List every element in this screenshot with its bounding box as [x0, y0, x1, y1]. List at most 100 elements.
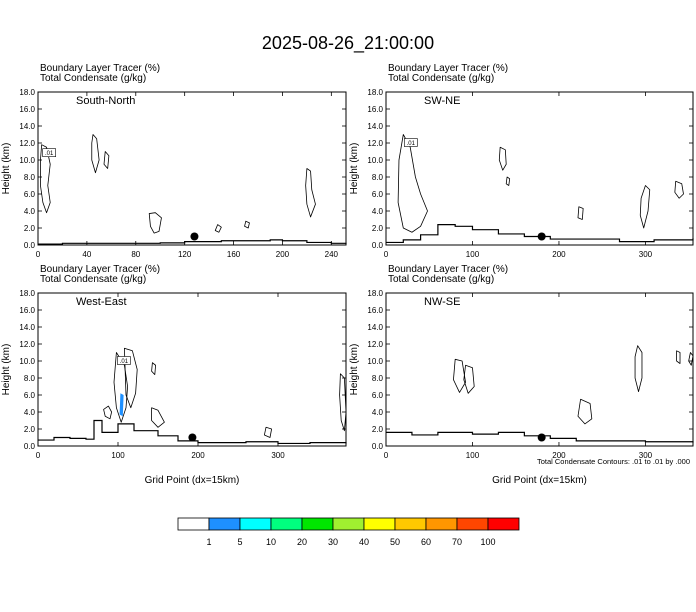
- location-marker: [537, 433, 546, 442]
- condensate-contour: [453, 358, 466, 393]
- colorbar-swatch: [487, 517, 520, 531]
- terrain-line: [38, 419, 347, 445]
- condensate-contour: [339, 373, 347, 432]
- plot-frame: [37, 292, 347, 447]
- y-tick-label: 18.0: [19, 289, 35, 298]
- condensate-contour: [151, 407, 165, 428]
- y-tick-label: 14.0: [367, 122, 383, 131]
- panel-label: NW-SE: [424, 296, 460, 308]
- panel-header-condensate: Total Condensate (g/kg): [388, 73, 494, 84]
- x-tick-label: 200: [191, 451, 205, 460]
- panel-header-condensate: Total Condensate (g/kg): [40, 274, 146, 285]
- colorbar-label: 70: [452, 537, 462, 547]
- y-tick-label: 8.0: [24, 173, 36, 182]
- y-tick-label: 10.0: [367, 156, 383, 165]
- y-tick-label: 14.0: [19, 122, 35, 131]
- colorbar-label: 50: [390, 537, 400, 547]
- y-axis-label: Height (km): [1, 143, 12, 195]
- colorbar-swatch: [332, 517, 365, 531]
- colorbar-label: 10: [266, 537, 276, 547]
- condensate-contour: [91, 134, 100, 174]
- contour-label: .01: [42, 148, 56, 157]
- y-tick-label: 2.0: [372, 425, 384, 434]
- condensate-contour: [639, 185, 651, 229]
- x-tick-label: 0: [36, 451, 41, 460]
- x-tick-label: 300: [271, 451, 285, 460]
- y-tick-label: 12.0: [367, 340, 383, 349]
- y-tick-label: 14.0: [367, 323, 383, 332]
- colorbar-label: 40: [359, 537, 369, 547]
- colorbar-swatch: [270, 517, 303, 531]
- panel-header-tracer: Boundary Layer Tracer (%): [40, 264, 160, 275]
- condensate-contour: [463, 364, 475, 394]
- x-tick-label: 0: [36, 250, 41, 259]
- colorbar-label: 5: [237, 537, 242, 547]
- panel-header-condensate: Total Condensate (g/kg): [40, 73, 146, 84]
- colorbar-swatch: [456, 517, 489, 531]
- colorbar: 1 5 10 20 30 40 50 60 70 100: [177, 517, 520, 547]
- colorbar-swatch: [208, 517, 241, 531]
- y-tick-label: 16.0: [367, 105, 383, 114]
- y-tick-label: 4.0: [372, 408, 384, 417]
- panel-header-tracer: Boundary Layer Tracer (%): [40, 63, 160, 74]
- x-tick-label: 300: [639, 451, 653, 460]
- tracer-shaded-region: [119, 393, 124, 417]
- condensate-contour: [498, 146, 507, 171]
- y-axis-label: Height (km): [1, 344, 12, 396]
- location-marker: [537, 232, 546, 241]
- y-tick-label: 16.0: [19, 306, 35, 315]
- y-tick-label: 6.0: [24, 190, 36, 199]
- panel-header-tracer: Boundary Layer Tracer (%): [388, 264, 508, 275]
- condensate-contour: [676, 350, 681, 364]
- y-tick-label: 12.0: [367, 139, 383, 148]
- x-tick-label: 0: [384, 451, 389, 460]
- location-marker: [188, 433, 197, 442]
- footnote: Total Condensate Contours: .01 to .01 by…: [537, 457, 690, 466]
- location-marker: [190, 232, 199, 241]
- svg-text:.01: .01: [407, 141, 416, 147]
- x-tick-label: 200: [552, 250, 566, 259]
- condensate-contour: [397, 134, 428, 233]
- panel-2: Boundary Layer Tracer (%)Total Condensat…: [349, 63, 694, 259]
- y-tick-label: 8.0: [24, 374, 36, 383]
- y-tick-label: 0.0: [372, 241, 384, 250]
- y-tick-label: 18.0: [367, 289, 383, 298]
- y-tick-label: 6.0: [372, 190, 384, 199]
- y-tick-label: 4.0: [24, 408, 36, 417]
- x-tick-label: 100: [466, 451, 480, 460]
- y-tick-label: 12.0: [19, 139, 35, 148]
- condensate-contour: [634, 345, 643, 393]
- panel-label: SW-NE: [424, 95, 460, 107]
- x-axis-label: Grid Point (dx=15km): [492, 475, 587, 486]
- condensate-contour: [577, 206, 584, 220]
- panel-label: West-East: [76, 296, 127, 308]
- colorbar-swatch: [394, 517, 427, 531]
- colorbar-swatch: [177, 517, 210, 531]
- condensate-contour: [151, 362, 157, 376]
- y-tick-label: 2.0: [24, 224, 36, 233]
- panel-4: Boundary Layer Tracer (%) Total Condensat…: [349, 264, 694, 486]
- terrain-line: [38, 239, 347, 245]
- y-tick-label: 2.0: [24, 425, 36, 434]
- y-tick-label: 12.0: [19, 340, 35, 349]
- y-axis-label: Height (km): [349, 344, 360, 396]
- condensate-contour: [244, 220, 250, 229]
- x-tick-label: 200: [552, 451, 566, 460]
- y-tick-label: 8.0: [372, 173, 384, 182]
- figure-title: 2025-08-26_21:00:00: [262, 33, 434, 54]
- svg-text:.01: .01: [45, 151, 54, 157]
- x-tick-label: 160: [227, 250, 241, 259]
- x-tick-label: 40: [82, 250, 91, 259]
- x-tick-label: 240: [325, 250, 339, 259]
- x-tick-label: 120: [178, 250, 192, 259]
- y-tick-label: 18.0: [367, 88, 383, 97]
- panel-label: South-North: [76, 95, 135, 107]
- y-tick-label: 16.0: [367, 306, 383, 315]
- colorbar-label: 100: [480, 537, 495, 547]
- plot-frame: [385, 91, 694, 246]
- y-tick-label: 4.0: [372, 207, 384, 216]
- colorbar-swatch: [425, 517, 458, 531]
- condensate-contour: [674, 180, 684, 199]
- x-tick-label: 80: [131, 250, 140, 259]
